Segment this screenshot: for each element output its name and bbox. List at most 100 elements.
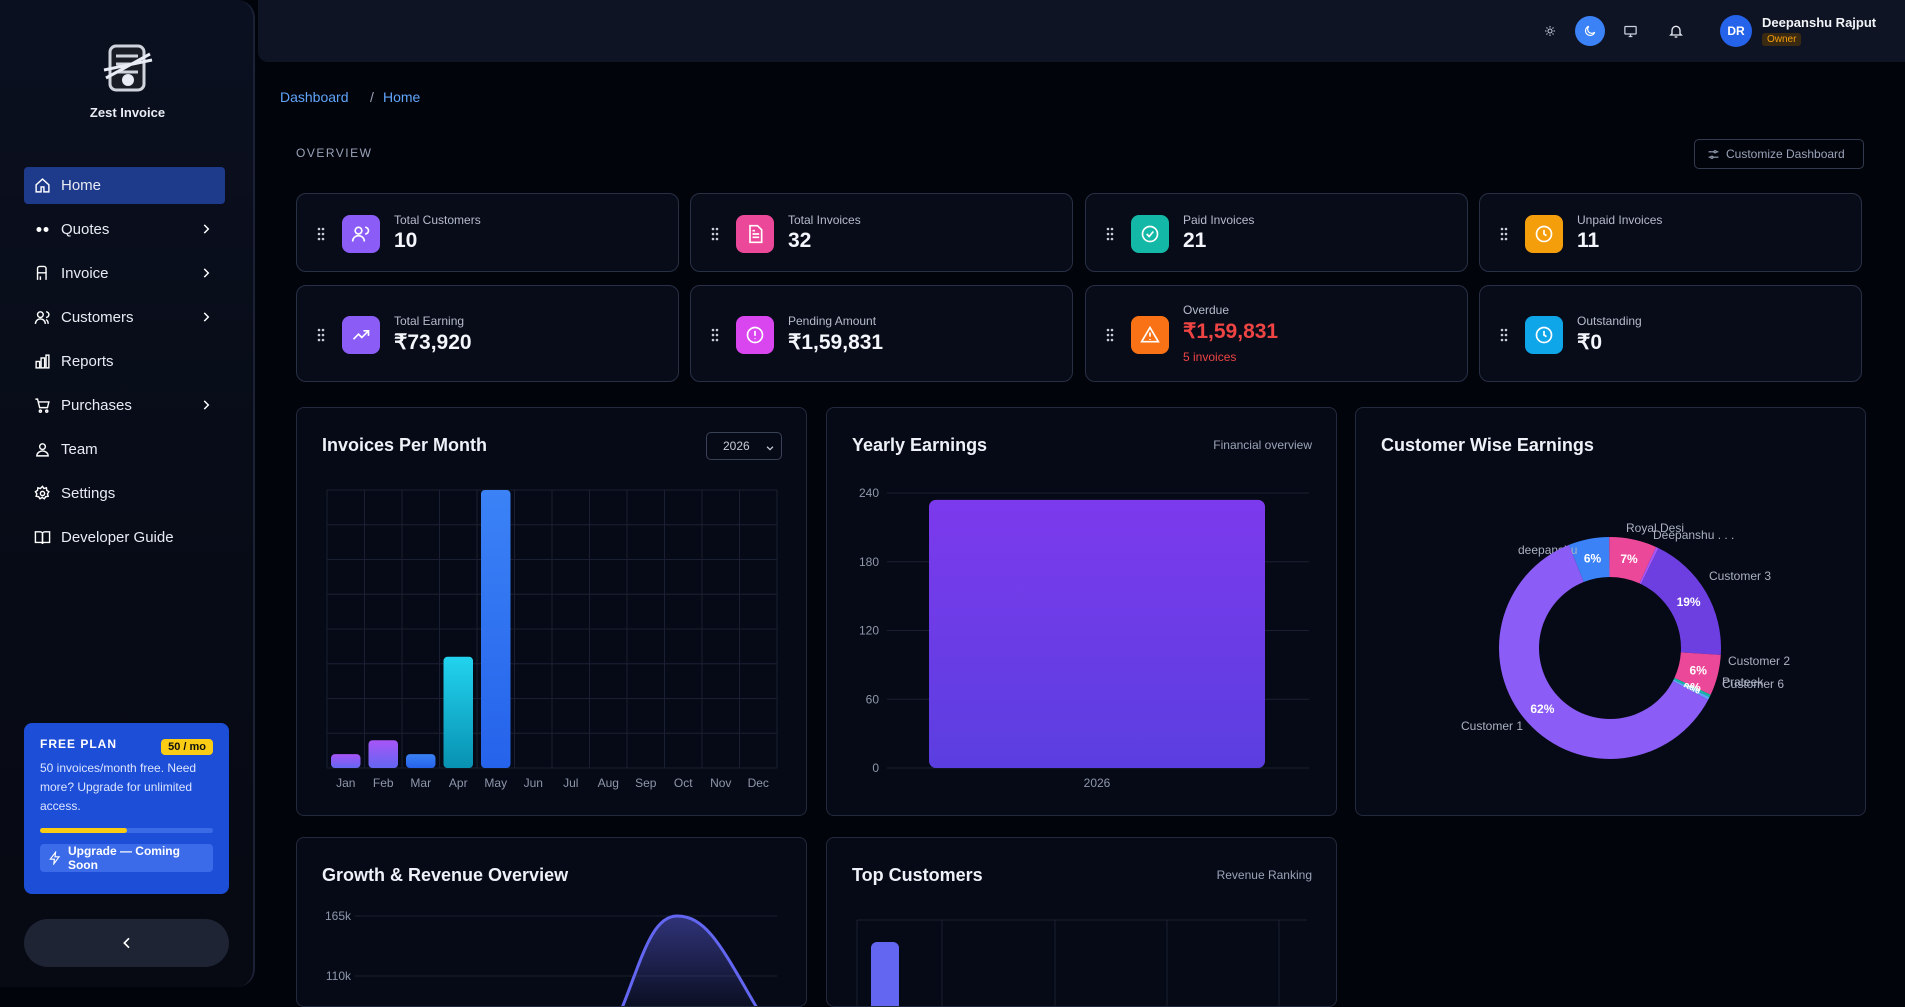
- notifications-button[interactable]: [1661, 16, 1691, 46]
- slice-name-label: Prateek: [1722, 675, 1764, 689]
- x-tick-label: Mar: [410, 776, 431, 790]
- slice-name-label: Customer 3: [1709, 569, 1771, 583]
- dark-theme-button[interactable]: [1575, 16, 1605, 46]
- year-select-value: 2026: [723, 439, 750, 453]
- slice-value-label: 19%: [1677, 595, 1701, 609]
- upgrade-button[interactable]: Upgrade — Coming Soon: [40, 844, 213, 872]
- plan-description: 50 invoices/month free. Need more? Upgra…: [40, 761, 197, 813]
- x-tick-label: Nov: [710, 776, 731, 790]
- y-tick-label: 110k: [326, 969, 352, 983]
- stat-label: Total Customers: [394, 212, 481, 227]
- drag-handle-icon[interactable]: [1106, 227, 1114, 241]
- stat-label: Overdue: [1183, 303, 1230, 317]
- customize-dashboard-button[interactable]: Customize Dashboard: [1694, 139, 1864, 169]
- light-theme-button[interactable]: [1535, 16, 1565, 46]
- bar: [406, 754, 436, 768]
- sidebar-item-customers[interactable]: Customers: [24, 299, 225, 336]
- sidebar-item-invoice[interactable]: Invoice: [24, 255, 225, 292]
- donut-slice: [1674, 652, 1721, 695]
- stat-card[interactable]: Total Invoices 32: [690, 193, 1073, 272]
- stat-label: Unpaid Invoices: [1577, 212, 1663, 227]
- sidebar-item-label: Quotes: [61, 221, 110, 238]
- x-tick-label: 2026: [1084, 776, 1111, 790]
- slice-value-label: 7%: [1620, 552, 1638, 566]
- x-tick-label: Sep: [635, 776, 657, 790]
- donut-slice: [1673, 677, 1711, 698]
- sidebar-item-home[interactable]: Home: [24, 167, 225, 204]
- chevron-down-icon: [766, 446, 774, 451]
- drag-handle-icon[interactable]: [1500, 227, 1508, 241]
- drag-handle-icon[interactable]: [711, 227, 719, 241]
- sidebar-collapse-button[interactable]: [24, 919, 229, 967]
- stat-card[interactable]: Total Customers 10: [296, 193, 679, 272]
- stat-card[interactable]: Unpaid Invoices 11: [1479, 193, 1862, 272]
- sidebar-item-purchases[interactable]: Purchases: [24, 387, 225, 424]
- sidebar-item-reports[interactable]: Reports: [24, 343, 225, 380]
- customize-label: Customize Dashboard: [1726, 147, 1845, 161]
- stat-card[interactable]: Overdue ₹1,59,831 5 invoices: [1085, 285, 1468, 382]
- sidebar-item-label: Team: [61, 441, 98, 458]
- y-tick-label: 180: [859, 555, 879, 569]
- year-select[interactable]: 2026: [706, 432, 782, 460]
- lightning-icon: [49, 851, 61, 865]
- breadcrumb-dashboard[interactable]: Dashboard: [280, 89, 349, 105]
- sidebar-item-developer-guide[interactable]: Developer Guide: [24, 519, 225, 556]
- panel-title: Customer Wise Earnings: [1381, 435, 1594, 455]
- sidebar-item-team[interactable]: Team: [24, 431, 225, 468]
- stat-value: 10: [394, 228, 418, 252]
- users-icon: [342, 214, 380, 253]
- stat-card[interactable]: Total Earning ₹73,920: [296, 285, 679, 382]
- customer-wise-earnings-panel: Customer Wise Earnings 6% deepanshu 7% Roya…: [1355, 407, 1866, 816]
- user-name[interactable]: Deepanshu Rajput: [1762, 15, 1877, 30]
- drag-handle-icon[interactable]: [1500, 328, 1508, 342]
- stat-card[interactable]: Paid Invoices 21: [1085, 193, 1468, 272]
- plan-title: FREE PLAN: [40, 737, 118, 751]
- invoices-per-month-panel: Invoices Per Month 2026 Jan Feb Mar Apr May J…: [296, 407, 807, 816]
- stat-label: Paid Invoices: [1183, 212, 1255, 227]
- breadcrumb-separator: /: [370, 89, 374, 105]
- stat-value: 11: [1577, 228, 1600, 252]
- app-logo[interactable]: Zest Invoice: [0, 40, 255, 120]
- logo-icon: [103, 44, 152, 92]
- drag-handle-icon[interactable]: [1106, 328, 1114, 342]
- stat-card[interactable]: Pending Amount ₹1,59,831: [690, 285, 1073, 382]
- sidebar-nav: Home Quotes Invoice Customers Reports Pu…: [24, 167, 225, 563]
- sidebar-item-settings[interactable]: Settings: [24, 475, 225, 512]
- sidebar-item-quotes[interactable]: Quotes: [24, 211, 225, 248]
- sidebar-item-label: Developer Guide: [61, 529, 174, 546]
- warning-icon: [1131, 315, 1169, 354]
- donut-slice: [1568, 537, 1610, 583]
- stat-subtext: 5 invoices: [1183, 350, 1237, 364]
- trending-up-icon: [342, 315, 380, 354]
- slice-name-label: Deepanshu . . .: [1653, 528, 1734, 542]
- chevron-right-icon: [203, 312, 210, 322]
- clock-icon: [1525, 214, 1563, 253]
- area-line: [621, 914, 758, 1006]
- user-role-badge: Owner: [1762, 33, 1802, 46]
- stat-label: Pending Amount: [788, 313, 877, 328]
- chevron-right-icon: [203, 400, 210, 410]
- panel-title: Yearly Earnings: [852, 435, 988, 455]
- bar-chart-icon: [35, 354, 50, 369]
- chevron-right-icon: [203, 224, 210, 234]
- slice-value-label: 6%: [1690, 663, 1708, 677]
- sidebar-item-label: Invoice: [61, 265, 109, 282]
- drag-handle-icon[interactable]: [317, 328, 325, 342]
- avatar[interactable]: DR: [1720, 15, 1752, 47]
- drag-handle-icon[interactable]: [317, 227, 325, 241]
- x-tick-label: Dec: [748, 776, 769, 790]
- bar: [871, 942, 899, 1006]
- x-tick-label: Apr: [449, 776, 468, 790]
- plan-badge: 50 / mo: [161, 739, 213, 755]
- plan-usage-fill: [40, 828, 127, 833]
- chevron-right-icon: [203, 268, 210, 278]
- drag-handle-icon[interactable]: [711, 328, 719, 342]
- stat-value: ₹0: [1577, 330, 1603, 354]
- system-theme-button[interactable]: [1615, 16, 1645, 46]
- bar: [481, 490, 511, 768]
- x-tick-label: Aug: [598, 776, 619, 790]
- growth-revenue-panel: Growth & Revenue Overview 165k 110k: [296, 837, 807, 1007]
- stat-value: 21: [1183, 228, 1207, 252]
- stat-card[interactable]: Outstanding ₹0: [1479, 285, 1862, 382]
- stat-value: 32: [788, 228, 812, 252]
